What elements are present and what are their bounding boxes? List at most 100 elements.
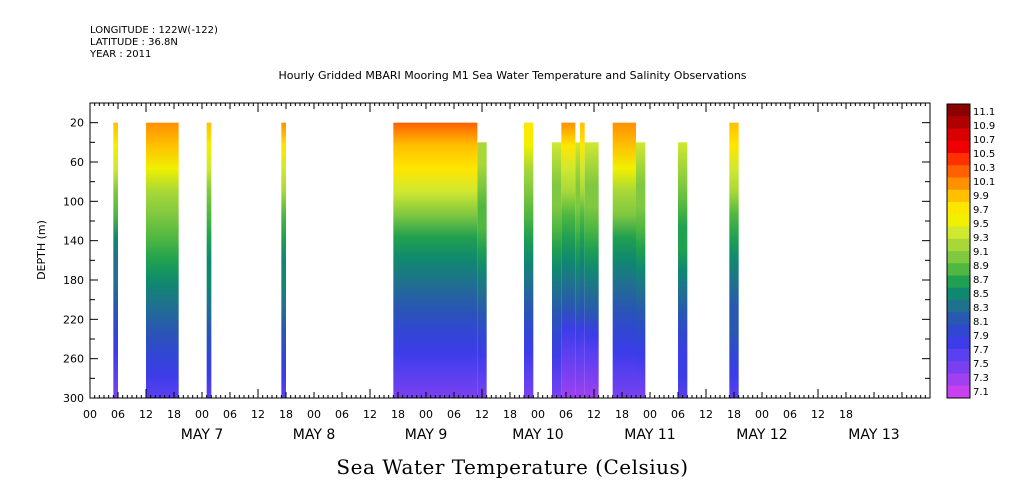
data-segment: [575, 142, 580, 398]
y-tick-label: 220: [63, 313, 84, 326]
x-tick-label: 18: [839, 408, 853, 421]
colorbar-swatch: [947, 373, 970, 387]
day-label: MAY 8: [293, 427, 335, 443]
colorbar-label: 7.7: [973, 345, 989, 356]
data-segment: [561, 122, 576, 399]
colorbar-swatch: [947, 361, 970, 374]
colorbar-swatch: [947, 336, 970, 350]
x-tick-label: 12: [139, 408, 153, 421]
x-tick-label: 12: [475, 408, 489, 421]
colorbar-label: 9.3: [973, 233, 989, 244]
data-segment: [113, 122, 118, 399]
colorbar-label: 10.9: [973, 121, 995, 132]
x-tick-label: 00: [755, 408, 769, 421]
x-axis: 00 06 12 18 00 06 12 18 00 06 12 18 00 06 12 18 00 06 12 18…: [83, 103, 931, 443]
colorbar-label: 7.9: [973, 331, 989, 342]
x-tick-label: 06: [223, 408, 237, 421]
x-tick-label: 12: [251, 408, 265, 421]
colorbar-label: 10.1: [973, 177, 995, 188]
colorbar-swatch: [947, 312, 970, 325]
y-tick-label: 140: [63, 235, 84, 248]
day-label: MAY 10: [512, 427, 563, 443]
x-tick-label: 06: [783, 408, 797, 421]
y-tick-label: 60: [70, 156, 84, 169]
data-segment: [584, 142, 599, 398]
colorbar-label: 8.5: [973, 289, 989, 300]
colorbar-swatch: [947, 300, 970, 313]
y-tick-label: 100: [63, 195, 84, 208]
colorbar-label: 7.5: [973, 359, 989, 370]
x-tick-label: 12: [811, 408, 825, 421]
colorbar-swatch: [947, 104, 970, 117]
data-segment: [393, 122, 478, 399]
colorbar-swatch: [947, 287, 970, 301]
chart-title: Hourly Gridded MBARI Mooring M1 Sea Wate…: [278, 69, 747, 82]
data-segment: [281, 122, 286, 399]
colorbar-swatch: [947, 275, 970, 289]
y-tick-label: 180: [63, 274, 84, 287]
data-segment: [552, 142, 562, 398]
x-tick-label: 00: [307, 408, 321, 421]
colorbar-frame: [946, 103, 971, 399]
colorbar-swatch: [947, 251, 970, 264]
colorbar-swatch: [947, 128, 970, 142]
y-axis: 20 60 100 140 180 220 260 300: [63, 102, 930, 405]
colorbar-swatch: [947, 385, 970, 399]
colorbar-swatch: [947, 214, 970, 227]
colorbar-swatch: [947, 189, 970, 203]
colorbar-swatch: [947, 165, 970, 178]
colorbar-swatch: [947, 140, 970, 154]
colorbar-swatch: [947, 324, 970, 338]
colorbar-label: 9.7: [973, 205, 989, 216]
y-tick-label: 20: [70, 117, 84, 130]
colorbar: 11.1 10.9 10.7 10.5 10.3 10.1 9.9 9.7 9.5 9.3 9.1 8…: [946, 103, 995, 399]
colorbar-label: 8.7: [973, 275, 989, 286]
data-segment: [678, 142, 688, 398]
day-label: MAY 11: [624, 427, 675, 443]
x-tick-label: 12: [587, 408, 601, 421]
data-segment: [729, 122, 739, 399]
data-segment: [206, 122, 212, 399]
plot-frame: [89, 102, 931, 399]
data-segment: [580, 122, 585, 399]
data-segments: [113, 122, 739, 399]
colorbar-label: 8.3: [973, 303, 989, 314]
x-tick-label: 00: [531, 408, 545, 421]
data-segment: [477, 142, 487, 398]
x-tick-label: 18: [615, 408, 629, 421]
colorbar-swatch: [947, 116, 970, 129]
y-axis-label: DEPTH (m): [35, 220, 48, 280]
day-label: MAY 13: [848, 427, 899, 443]
colorbar-swatch: [947, 263, 970, 276]
x-tick-label: 18: [279, 408, 293, 421]
colorbar-swatch: [947, 238, 970, 252]
colorbar-label: 8.9: [973, 261, 989, 272]
x-tick-label: 00: [195, 408, 209, 421]
y-tick-label: 260: [63, 353, 84, 366]
data-segment: [636, 142, 646, 398]
x-tick-label: 06: [447, 408, 461, 421]
colorbar-label: 9.9: [973, 191, 989, 202]
colorbar-swatch: [947, 349, 970, 362]
chart-caption: Sea Water Temperature (Celsius): [336, 455, 689, 479]
x-tick-label: 00: [83, 408, 97, 421]
colorbar-label: 7.3: [973, 373, 989, 384]
colorbar-label: 8.1: [973, 317, 989, 328]
day-label: MAY 7: [181, 427, 223, 443]
x-tick-label: 06: [111, 408, 125, 421]
x-tick-label: 00: [419, 408, 433, 421]
data-segment: [146, 122, 179, 399]
colorbar-label: 9.5: [973, 219, 989, 230]
colorbar-label: 10.5: [973, 149, 995, 160]
colorbar-label: 9.1: [973, 247, 989, 258]
data-segment: [612, 122, 636, 399]
day-label: MAY 12: [736, 427, 787, 443]
x-tick-label: 12: [699, 408, 713, 421]
data-segment: [524, 122, 534, 399]
x-tick-label: 18: [167, 408, 181, 421]
y-tick-label: 300: [63, 392, 84, 405]
colorbar-label: 7.1: [973, 387, 989, 398]
x-tick-label: 06: [671, 408, 685, 421]
colorbar-swatch: [947, 153, 970, 166]
